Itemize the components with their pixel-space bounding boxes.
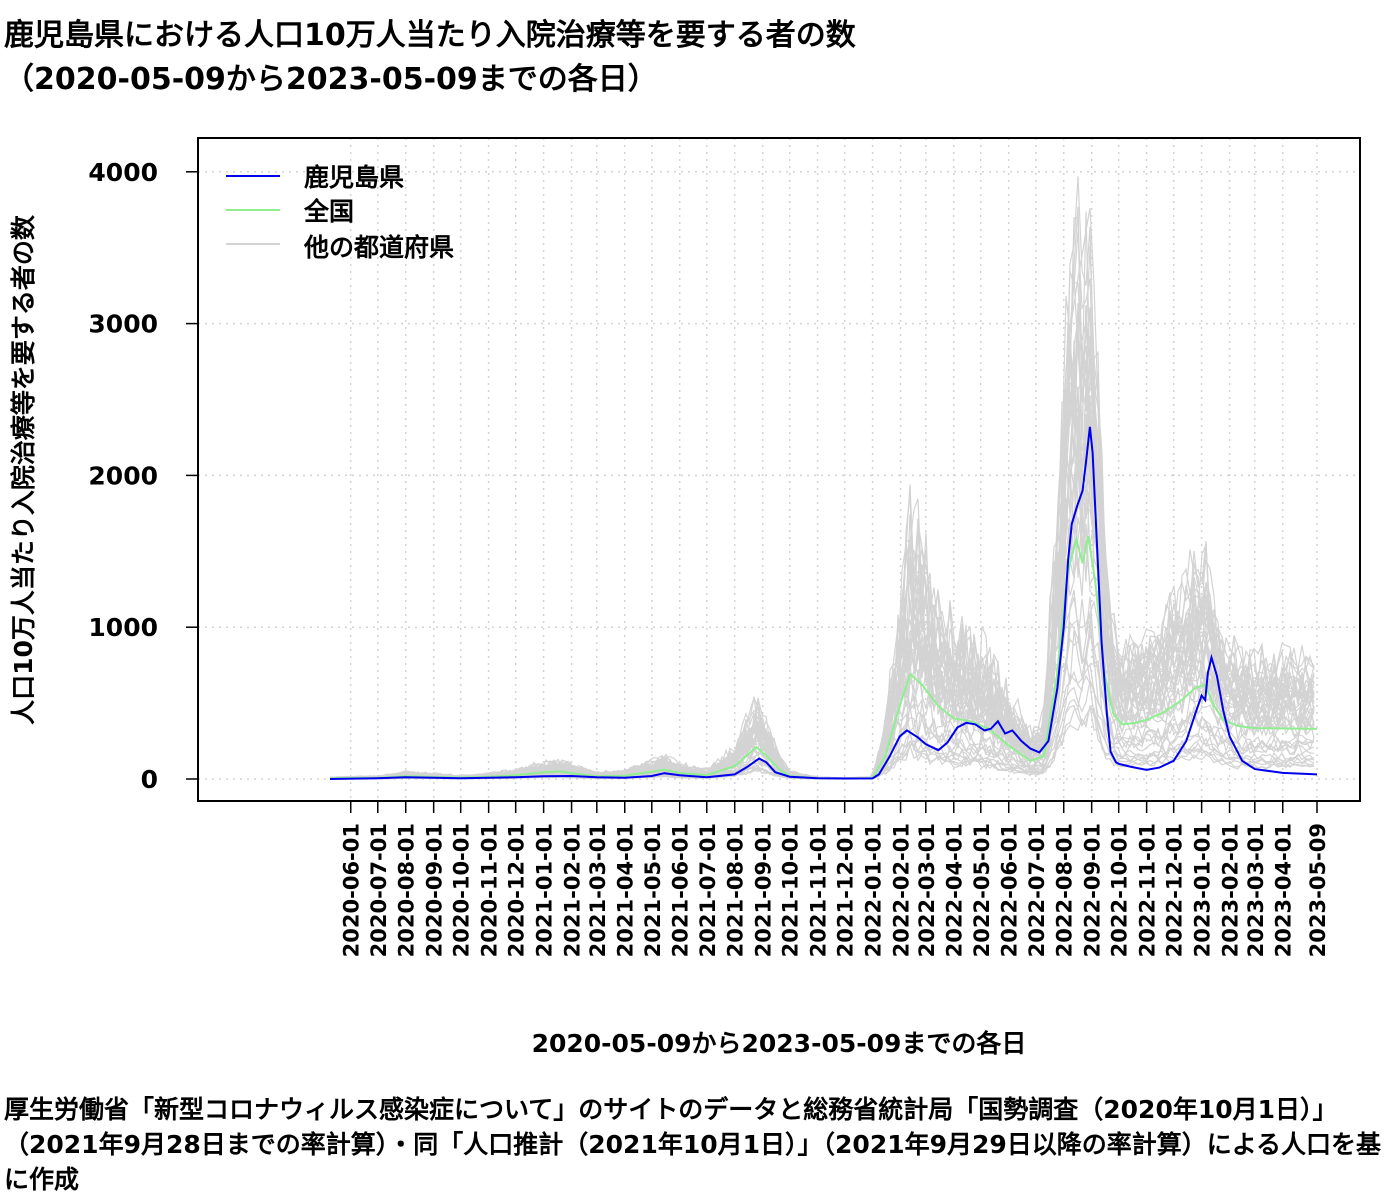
x-tick-label-31: 2023-01-01 — [1191, 823, 1215, 957]
x-tick-label-33: 2023-03-01 — [1244, 823, 1268, 957]
other-prefecture-line-13 — [329, 305, 1315, 779]
other-prefecture-line-23 — [329, 309, 1315, 779]
x-tick-label-10: 2021-04-01 — [614, 823, 638, 957]
x-tick-label-14: 2021-08-01 — [724, 823, 748, 957]
grid-lines — [198, 138, 1360, 801]
other-prefecture-line-34 — [330, 281, 1315, 779]
x-tick-label-34: 2023-04-01 — [1272, 823, 1296, 957]
x-tick-label-24: 2022-06-01 — [998, 823, 1022, 957]
x-tick-label-6: 2020-12-01 — [505, 823, 529, 957]
x-tick-label-29: 2022-11-01 — [1136, 823, 1160, 957]
x-tick-label-4: 2020-10-01 — [450, 823, 474, 957]
x-tick-label-25: 2022-07-01 — [1025, 823, 1049, 957]
x-tick-label-12: 2021-06-01 — [669, 823, 693, 957]
other-prefecture-line-28 — [329, 206, 1315, 779]
source-caption: 厚生労働省「新型コロナウィルス感染症について」のサイトのデータと総務省統計局「国… — [4, 1095, 1382, 1194]
series-line-kagoshima — [329, 426, 1318, 780]
series-line-national — [329, 535, 1318, 780]
x-tick-label-15: 2021-09-01 — [752, 823, 776, 957]
chart-title: 鹿児島県における人口10万人当たり入院治療等を要する者の数 （2020-05-0… — [4, 14, 856, 102]
plot-frame — [197, 137, 1361, 802]
y-axis-label: 人口10万人当たり入院治療等を要する者の数 — [9, 214, 38, 725]
x-tick-label-20: 2022-02-01 — [890, 823, 914, 957]
x-tick-label-26: 2022-08-01 — [1053, 823, 1077, 957]
other-prefecture-line-2 — [329, 361, 1315, 780]
x-tick-label-2: 2020-08-01 — [395, 823, 419, 957]
other-prefecture-line-38 — [329, 230, 1315, 779]
other-prefectures-lines — [329, 176, 1315, 780]
x-tick-label-5: 2020-11-01 — [478, 823, 502, 957]
legend-label-other-prefectures: 他の都道府県 — [303, 233, 454, 262]
y-tick-label-3: 3000 — [88, 310, 158, 339]
x-tick-label-17: 2021-11-01 — [807, 823, 831, 957]
other-prefecture-line-8 — [330, 354, 1315, 779]
chart-title-line-1: 鹿児島県における人口10万人当たり入院治療等を要する者の数 — [4, 18, 856, 53]
other-prefecture-line-25 — [329, 207, 1315, 779]
x-tick-label-0: 2020-06-01 — [340, 823, 364, 957]
y-tick-label-1: 1000 — [88, 613, 158, 642]
x-tick-label-3: 2020-09-01 — [423, 823, 447, 957]
y-tick-label-4: 4000 — [88, 158, 158, 187]
x-tick-label-13: 2021-07-01 — [696, 823, 720, 957]
legend: 鹿児島県 全国 他の都道府県 — [226, 163, 454, 262]
legend-label-national: 全国 — [303, 197, 354, 226]
x-axis-label: 2020-05-09から2023-05-09までの各日 — [531, 1029, 1027, 1058]
x-tick-label-30: 2022-12-01 — [1163, 823, 1187, 957]
x-tick-label-7: 2021-01-01 — [533, 823, 557, 957]
x-tick-label-8: 2021-02-01 — [561, 823, 585, 957]
other-prefecture-line-21 — [330, 211, 1315, 779]
other-prefecture-line-11 — [329, 275, 1315, 779]
main-series-lines — [329, 426, 1318, 780]
x-tick-label-16: 2021-10-01 — [779, 823, 803, 957]
legend-label-kagoshima: 鹿児島県 — [304, 163, 404, 192]
y-tick-label-2: 2000 — [88, 461, 158, 490]
x-tick-label-11: 2021-05-01 — [641, 823, 665, 957]
x-tick-label-1: 2020-07-01 — [367, 823, 391, 957]
y-tick-label-0: 0 — [141, 765, 158, 794]
x-tick-label-27: 2022-09-01 — [1081, 823, 1105, 957]
x-axis: 2020-06-01 2020-07-01 2020-08-01 2020-09-01… — [340, 801, 1330, 957]
other-prefecture-line-16 — [329, 307, 1315, 779]
x-tick-label-28: 2022-10-01 — [1108, 823, 1132, 957]
x-tick-label-35: 2023-05-09 — [1306, 823, 1330, 957]
x-tick-label-18: 2021-12-01 — [834, 823, 858, 957]
x-tick-label-21: 2022-03-01 — [915, 823, 939, 957]
x-tick-label-22: 2022-04-01 — [943, 823, 967, 957]
x-tick-label-19: 2022-01-01 — [862, 823, 886, 957]
other-prefecture-line-30 — [329, 302, 1315, 779]
chart-title-line-2: （2020-05-09から2023-05-09までの各日） — [4, 62, 658, 97]
y-axis: 0 1000 2000 3000 4000 — [88, 158, 198, 794]
x-tick-label-32: 2023-02-01 — [1219, 823, 1243, 957]
x-tick-label-9: 2021-03-01 — [586, 823, 610, 957]
x-tick-label-23: 2022-05-01 — [970, 823, 994, 957]
